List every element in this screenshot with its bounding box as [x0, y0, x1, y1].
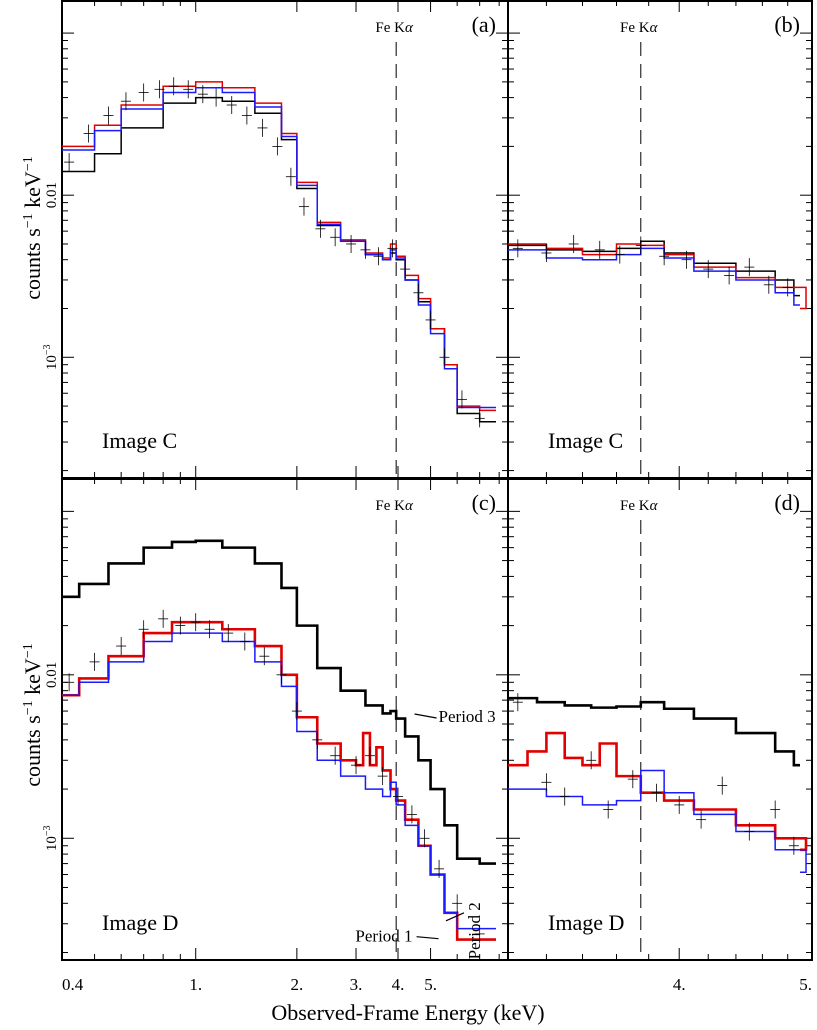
model-step-line-period-1 [62, 632, 496, 930]
x-tick-label: 0.4 [62, 975, 84, 994]
y-axis-label-bottom: counts s−1 keV−1 [20, 643, 45, 786]
image-annotation: Image D [102, 910, 178, 935]
period-2-label: Period 2 [465, 902, 484, 959]
period-2-arrow [445, 912, 465, 922]
panel-frame [61, 0, 509, 479]
x-tick-label: 4. [673, 975, 686, 994]
model-step-line-blue [508, 247, 800, 306]
fe-k-alpha-label: Fe Kα [620, 498, 659, 514]
panel-d: 4. 5. Fe Kα (d) Image D [507, 478, 813, 994]
model-step-line-blue [62, 87, 496, 409]
panel-frame [507, 0, 813, 479]
image-annotation: Image C [102, 428, 177, 453]
image-annotation: Image D [548, 910, 624, 935]
panel-a: 0.01 10−3 Fe Kα (a) Image C [42, 0, 509, 479]
x-axis-label: Observed-Frame Energy (keV) [271, 1000, 544, 1025]
fe-k-alpha-label: Fe Kα [375, 498, 414, 514]
panel-c: 0.01 10−3 0.4 1. 2. 3. 4. 5. Fe Kα (c) Image D Peri… [42, 478, 509, 994]
panel-label: (d) [774, 490, 800, 515]
model-step-line-period-2 [508, 731, 808, 852]
y-tick-label-0.01: 0.01 [44, 182, 60, 208]
model-step-line-period-3 [62, 539, 496, 865]
x-tick-label: 2. [290, 975, 303, 994]
x-tick-label: 1. [189, 975, 202, 994]
period-3-arrow [414, 713, 437, 719]
image-annotation: Image C [548, 428, 623, 453]
y-axis-label-top: counts s−1 keV−1 [20, 156, 45, 299]
model-step-line-red [508, 243, 807, 310]
panel-b: Fe Kα (b) Image C [507, 0, 813, 479]
period-1-arrow [416, 936, 439, 940]
y-tick-label-1e-3: 10−3 [42, 344, 60, 370]
model-step-line-black [508, 240, 800, 297]
x-tick-label: 5. [424, 975, 437, 994]
panel-label: (c) [472, 490, 496, 515]
period-1-label: Period 1 [355, 927, 412, 946]
period-3-label: Period 3 [439, 707, 496, 726]
fe-k-alpha-label: Fe Kα [375, 20, 414, 36]
panel-label: (b) [774, 12, 800, 37]
x-tick-label: 3. [350, 975, 363, 994]
model-step-line-period-3 [508, 696, 800, 767]
panel-label: (a) [472, 12, 496, 37]
model-step-line-period-1 [508, 769, 807, 873]
x-tick-label: 5. [799, 975, 812, 994]
panel-frame [507, 478, 813, 961]
fe-k-alpha-label: Fe Kα [620, 20, 659, 36]
x-tick-label: 4. [392, 975, 405, 994]
y-tick-label-1e-3: 10−3 [42, 825, 60, 851]
model-step-line-red [62, 81, 496, 412]
y-tick-label-0.01: 0.01 [44, 662, 60, 688]
